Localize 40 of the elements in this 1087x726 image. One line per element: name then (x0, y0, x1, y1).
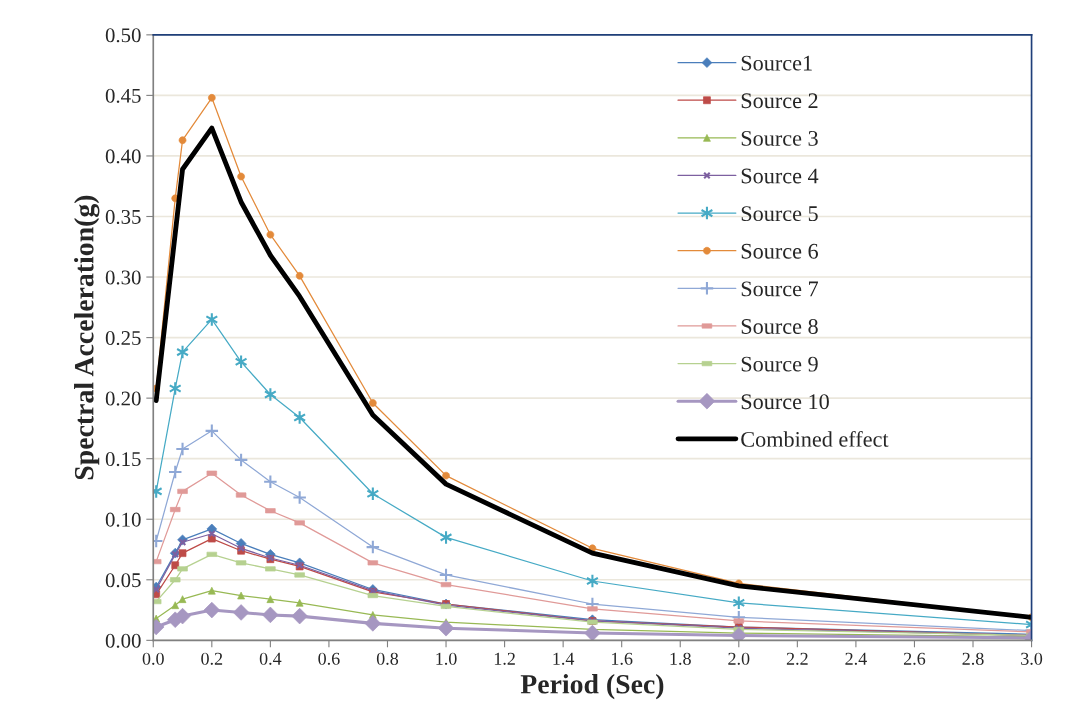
y-tick-label: 0.50 (105, 28, 141, 43)
x-axis-title: Period (Sec) (520, 674, 664, 700)
legend-label: Source 3 (741, 130, 818, 146)
y-tick-label: 0.45 (105, 88, 141, 103)
legend-label: Source 8 (741, 318, 818, 334)
x-tick-label: 0.8 (376, 652, 399, 665)
legend-label: Source 4 (741, 168, 819, 184)
x-tick-label: 1.8 (670, 652, 691, 665)
x-tick-label: 2.4 (845, 652, 867, 665)
legend-label: Source1 (741, 55, 812, 71)
y-tick-label: 0.40 (105, 149, 141, 164)
y-tick-label: 0.25 (105, 330, 141, 346)
y-tick-label: 0.15 (105, 452, 141, 467)
y-tick-label: 0.20 (105, 391, 141, 406)
x-tick-label: 0.6 (318, 652, 340, 665)
x-tick-label: 1.4 (553, 652, 575, 665)
legend-label: Source 9 (741, 356, 818, 372)
x-tick-label: 0.4 (259, 652, 282, 665)
x-tick-label: 2.6 (903, 652, 926, 665)
legend-label: Source 7 (741, 281, 819, 297)
x-tick-label: 1.2 (494, 652, 515, 665)
x-tick-label: 1.6 (612, 652, 633, 665)
y-axis-title: Spectral Acceleration(g) (74, 195, 100, 480)
legend-label: Combined effect (741, 430, 889, 447)
y-tick-label: 0.00 (105, 633, 141, 648)
legend-label: Source 2 (741, 93, 818, 109)
y-tick-label: 0.30 (105, 270, 141, 285)
legend-label: Source 5 (741, 206, 818, 222)
x-tick-label: 2.2 (786, 652, 808, 665)
y-tick-label: 0.10 (105, 512, 141, 527)
x-tick-label: 3.0 (1021, 652, 1043, 665)
x-tick-label: 2.0 (728, 652, 750, 665)
x-tick-label: 1.0 (436, 652, 457, 665)
legend-label: Source 6 (741, 243, 818, 259)
x-tick-label: 0.0 (142, 652, 164, 665)
x-tick-label: 2.8 (962, 652, 984, 665)
y-tick-label: 0.35 (105, 209, 141, 225)
y-tick-label: 0.05 (105, 573, 141, 588)
legend-label: Source 10 (741, 394, 829, 410)
x-tick-label: 0.2 (201, 652, 223, 665)
